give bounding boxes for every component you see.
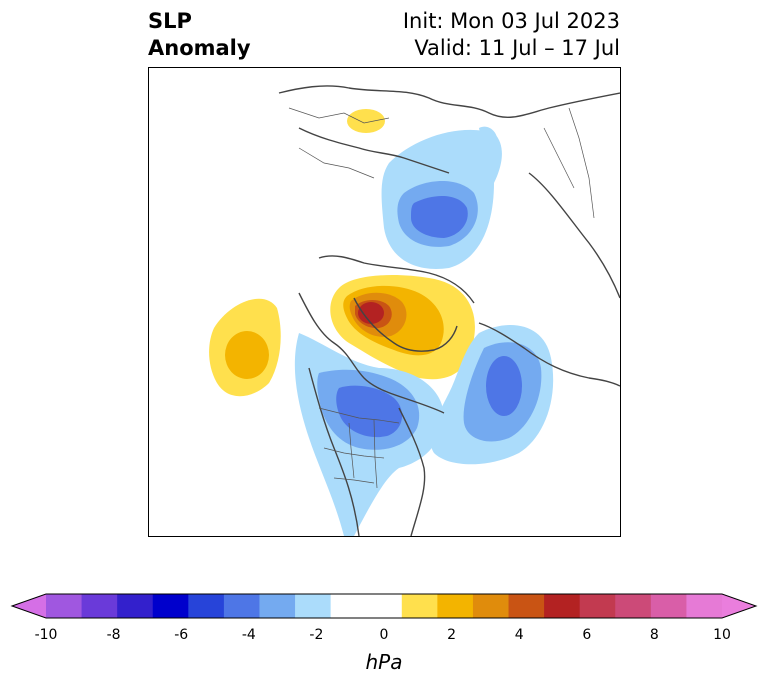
colorbar-extend-over bbox=[722, 594, 756, 618]
colorbar-tick-label: -2 bbox=[309, 627, 324, 643]
colorbar-bin bbox=[650, 594, 687, 618]
colorbar-bin bbox=[686, 594, 723, 618]
colorbar-bin bbox=[508, 594, 545, 618]
positive-anomaly-greenland bbox=[330, 275, 475, 380]
positive-anomaly-europe bbox=[347, 109, 385, 133]
colorbar-tick-label: 2 bbox=[447, 627, 457, 643]
colorbar-bin bbox=[437, 594, 474, 618]
colorbar-bin bbox=[117, 594, 154, 618]
valid-range: Valid: 11 Jul – 17 Jul bbox=[414, 36, 620, 60]
colorbar-bin bbox=[81, 594, 118, 618]
init-date: Init: Mon 03 Jul 2023 bbox=[402, 9, 620, 33]
colorbar-tick-label: 10 bbox=[713, 627, 731, 643]
colorbar-tick-label: 4 bbox=[514, 627, 524, 643]
colorbar-bin bbox=[259, 594, 296, 618]
colorbar-bin bbox=[46, 594, 83, 618]
colorbar-bin bbox=[366, 594, 403, 618]
colorbar-tick-label: -10 bbox=[34, 627, 58, 643]
colorbar-tick-label: 6 bbox=[582, 627, 592, 643]
positive-anomaly-pacific bbox=[209, 298, 281, 397]
colorbar-outline bbox=[10, 593, 758, 619]
colorbar-bin bbox=[472, 594, 510, 618]
colorbar-bin bbox=[579, 594, 616, 618]
colorbar-bin bbox=[152, 594, 189, 618]
colorbar bbox=[10, 593, 758, 619]
colorbar-bin bbox=[615, 594, 652, 618]
colorbar-bin bbox=[295, 594, 332, 618]
colorbar-tick-label: 8 bbox=[649, 627, 659, 643]
colorbar-tick-label: -8 bbox=[106, 627, 121, 643]
negative-anomaly-canada bbox=[294, 333, 444, 536]
colorbar-bin bbox=[544, 594, 581, 618]
colorbar-extend-under bbox=[12, 594, 46, 618]
colorbar-unit: hPa bbox=[365, 650, 403, 674]
variable-subname: Anomaly bbox=[148, 36, 251, 60]
forecast-dates: Init: Mon 03 Jul 2023 Valid: 11 Jul – 17… bbox=[403, 8, 620, 62]
anomaly-map bbox=[148, 67, 621, 537]
variable-name: SLP bbox=[148, 9, 192, 33]
colorbar-bin bbox=[223, 594, 260, 618]
colorbar-bin bbox=[188, 594, 225, 618]
map-canvas bbox=[209, 85, 620, 536]
colorbar-tick-label: -4 bbox=[241, 627, 256, 643]
negative-anomaly-barents bbox=[381, 126, 502, 269]
colorbar-tick-label: 0 bbox=[379, 627, 389, 643]
chart-title: SLP Anomaly bbox=[148, 8, 251, 62]
negative-anomaly-atlantic bbox=[430, 325, 554, 465]
colorbar-bin bbox=[330, 594, 367, 618]
coastlines bbox=[278, 85, 620, 536]
colorbar-tick-label: -6 bbox=[174, 627, 189, 643]
country-borders bbox=[288, 107, 595, 489]
colorbar-bin bbox=[401, 594, 438, 618]
